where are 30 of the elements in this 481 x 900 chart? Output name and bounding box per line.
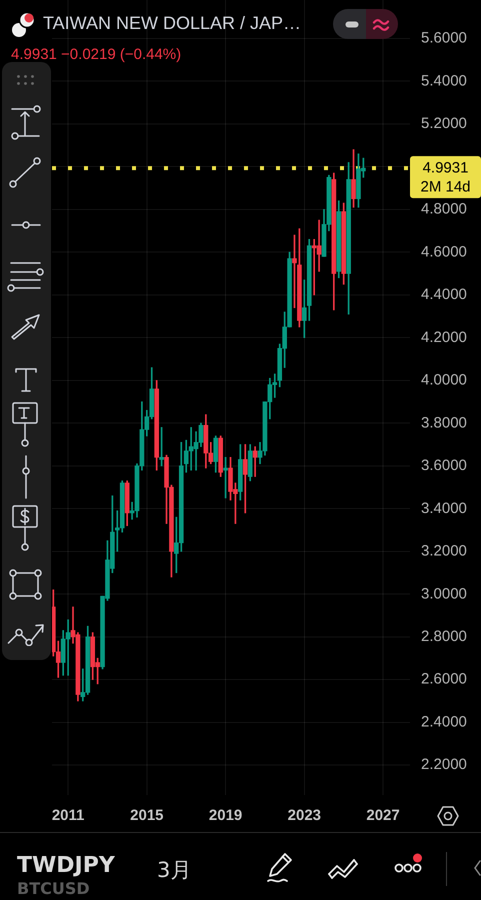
- x-tick-label: 2027: [366, 807, 400, 824]
- candlestick: [223, 457, 228, 498]
- y-tick-label: 2.6000: [421, 670, 467, 688]
- y-tick-label: 4.6000: [421, 243, 467, 260]
- y-tick-label: 4.4000: [421, 286, 467, 304]
- y-tick-label: 5.2000: [421, 115, 467, 132]
- y-tick-label: 2.2000: [421, 756, 467, 774]
- text: BTCUSD: [17, 879, 90, 898]
- y-tick-label: 5.4000: [421, 72, 467, 90]
- x-tick-label: 2015: [130, 807, 164, 824]
- y-tick-label: 2.4000: [421, 713, 467, 730]
- ref-line-label: 4.9931: [422, 159, 468, 176]
- y-tick-label: 3.8000: [421, 414, 467, 432]
- text: TAIWAN NEW DOLLAR / JAP…: [43, 12, 302, 35]
- x-tick-label: 2023: [288, 807, 322, 824]
- y-tick-label: 2.8000: [421, 628, 467, 645]
- y-tick-label: 5.6000: [421, 30, 467, 47]
- text: 3月: [157, 857, 192, 884]
- y-tick-label: 3.0000: [421, 585, 467, 602]
- y-tick-label: 4.8000: [421, 200, 467, 218]
- y-tick-label: 3.6000: [421, 457, 467, 474]
- x-tick-label: 2019: [208, 807, 242, 824]
- y-tick-label: 3.4000: [421, 500, 467, 517]
- text: 2M 14d: [420, 178, 471, 196]
- x-tick-label: 2011: [52, 807, 84, 824]
- text: 4.9931 −0.0219 (−0.44%): [11, 45, 182, 65]
- y-tick-label: 4.0000: [421, 372, 467, 389]
- y-tick-label: 4.2000: [421, 328, 467, 346]
- text: TWDJPY: [17, 853, 115, 878]
- y-tick-label: 3.2000: [421, 542, 467, 560]
